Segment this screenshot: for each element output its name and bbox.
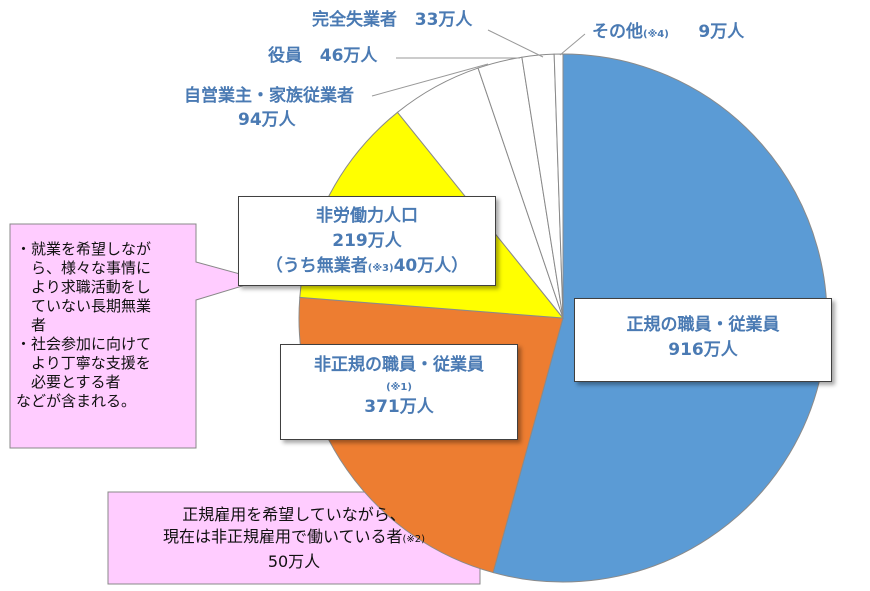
bottom-callout-line3: 50万人 <box>267 552 321 571</box>
left-callout-line: より丁寧な支援を <box>16 354 151 372</box>
left-callout-line: ていない長期無業 <box>16 297 152 315</box>
leader-lines <box>371 29 586 97</box>
label-regular-name: 正規の職員・従業員 <box>626 315 780 335</box>
label-executives: 役員 46万人 <box>268 44 377 68</box>
label-other: その他(※4) 9万人 <box>592 20 744 47</box>
label-box-not-in-labor-force: 非労働力人口 219万人 （うち無業者(※3)40万人） <box>238 196 496 286</box>
label-non-regular-note: (※1) <box>386 382 412 393</box>
leader-line-other <box>559 33 586 56</box>
label-box-regular: 正規の職員・従業員 916万人 <box>574 298 832 382</box>
label-self-employed-value: 94万人 <box>238 110 296 130</box>
label-not-in-labor-force-value: 219万人 <box>332 231 402 251</box>
left-callout-line: ・社会参加に向けて <box>16 335 152 353</box>
bottom-callout-text: 正規雇用を希望していながら、 現在は非正規雇用で働いている者(※2) 50万人 <box>108 504 480 573</box>
left-callout-line: ら、様々な事情に <box>16 259 152 277</box>
label-executives-value: 46万人 <box>319 46 378 66</box>
label-not-in-labor-force-sub-value: 40万人） <box>393 256 469 276</box>
bottom-callout-line2: 現在は非正規雇用で働いている者(※2) <box>162 527 426 546</box>
left-callout-text: ・就業を希望しなが ら、様々な事情に より求職活動をし ていない長期無業 者 ・… <box>16 240 194 411</box>
left-callout-line: ・就業を希望しなが <box>16 240 152 258</box>
bottom-callout-note: (※2) <box>402 534 426 545</box>
label-not-in-labor-force-name: 非労働力人口 <box>316 206 418 226</box>
label-non-regular-value: 371万人 <box>364 397 434 417</box>
label-unemployed: 完全失業者 33万人 <box>312 8 472 32</box>
label-not-in-labor-force-sub: （うち無業者(※3)40万人） <box>239 254 495 281</box>
left-callout-bubble <box>9 223 264 449</box>
label-non-regular-name: 非正規の職員・従業員 <box>314 355 484 375</box>
label-regular-value: 916万人 <box>668 340 738 360</box>
bottom-callout-line1: 正規雇用を希望していながら、 <box>182 505 406 524</box>
left-callout-line: 者 <box>16 316 47 334</box>
label-unemployed-value: 33万人 <box>414 10 473 30</box>
label-other-value: 9万人 <box>698 22 745 42</box>
label-box-non-regular: 非正規の職員・従業員 (※1) 371万人 <box>280 344 518 440</box>
pie-slice-6 <box>553 53 564 319</box>
label-other-note: (※4) <box>643 29 669 40</box>
left-callout-line: より求職活動をし <box>16 278 151 296</box>
left-callout-line: などが含まれる。 <box>16 392 137 410</box>
leader-line-unemployed <box>487 29 544 58</box>
label-self-employed: 自営業主・家族従業者 94万人 <box>162 84 376 132</box>
callout-shapes <box>9 223 481 585</box>
label-unemployed-name: 完全失業者 <box>312 10 397 30</box>
label-self-employed-name: 自営業主・家族従業者 <box>184 86 354 106</box>
label-not-in-labor-force-sub-text: （うち無業者 <box>265 256 368 276</box>
left-callout-line: 必要とする者 <box>16 373 121 391</box>
label-other-name: その他 <box>592 22 643 42</box>
label-executives-name: 役員 <box>268 46 302 66</box>
leader-line-self-employed <box>371 63 489 97</box>
label-not-in-labor-force-sub-note: (※3) <box>367 263 394 274</box>
